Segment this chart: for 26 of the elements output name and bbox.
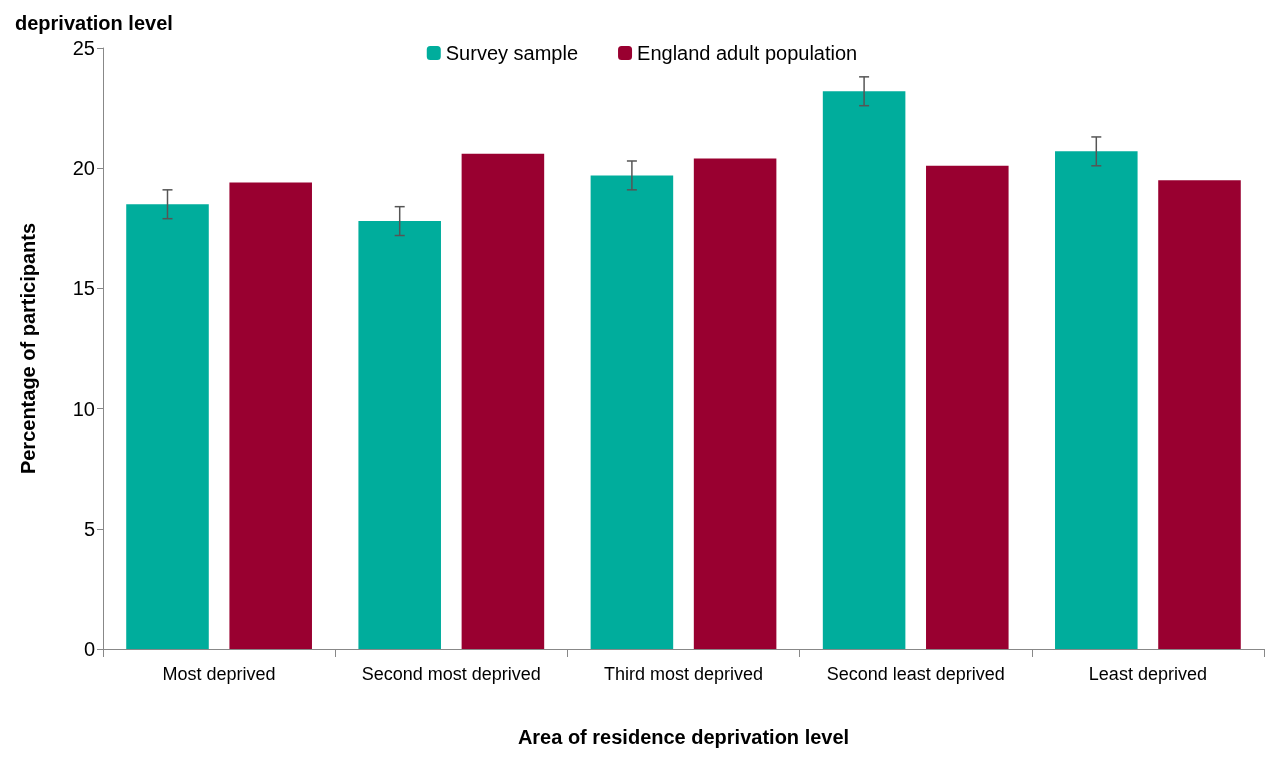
- x-tick-label: Least deprived: [1088, 664, 1207, 684]
- x-axis-title: Area of residence deprivation level: [517, 726, 850, 748]
- bar: [1158, 180, 1241, 649]
- x-tick-label: Second most deprived: [361, 664, 541, 684]
- y-axis-title: Percentage of participants: [17, 222, 39, 475]
- y-tick-label: 0: [83, 638, 95, 660]
- bar: [822, 91, 906, 649]
- bar: [693, 158, 777, 649]
- bar: [926, 165, 1009, 649]
- y-tick-label: 10: [72, 397, 95, 420]
- x-tick-label: Third most deprived: [603, 664, 764, 684]
- bar: [229, 182, 312, 649]
- bar: [461, 153, 545, 649]
- legend-label: England adult population: [637, 42, 858, 64]
- bar: [1055, 151, 1138, 649]
- chart-title: deprivation level: [15, 12, 173, 34]
- bar: [126, 204, 209, 649]
- x-tick-label: Most deprived: [162, 664, 276, 684]
- y-tick-label: 20: [72, 157, 95, 180]
- y-tick-label: 25: [72, 37, 95, 59]
- bar: [590, 175, 674, 649]
- x-tick-label: Second least deprived: [826, 664, 1005, 684]
- y-tick-label: 5: [83, 517, 95, 540]
- bar: [358, 221, 441, 649]
- y-tick-label: 15: [72, 277, 95, 300]
- legend-label: Survey sample: [445, 42, 579, 64]
